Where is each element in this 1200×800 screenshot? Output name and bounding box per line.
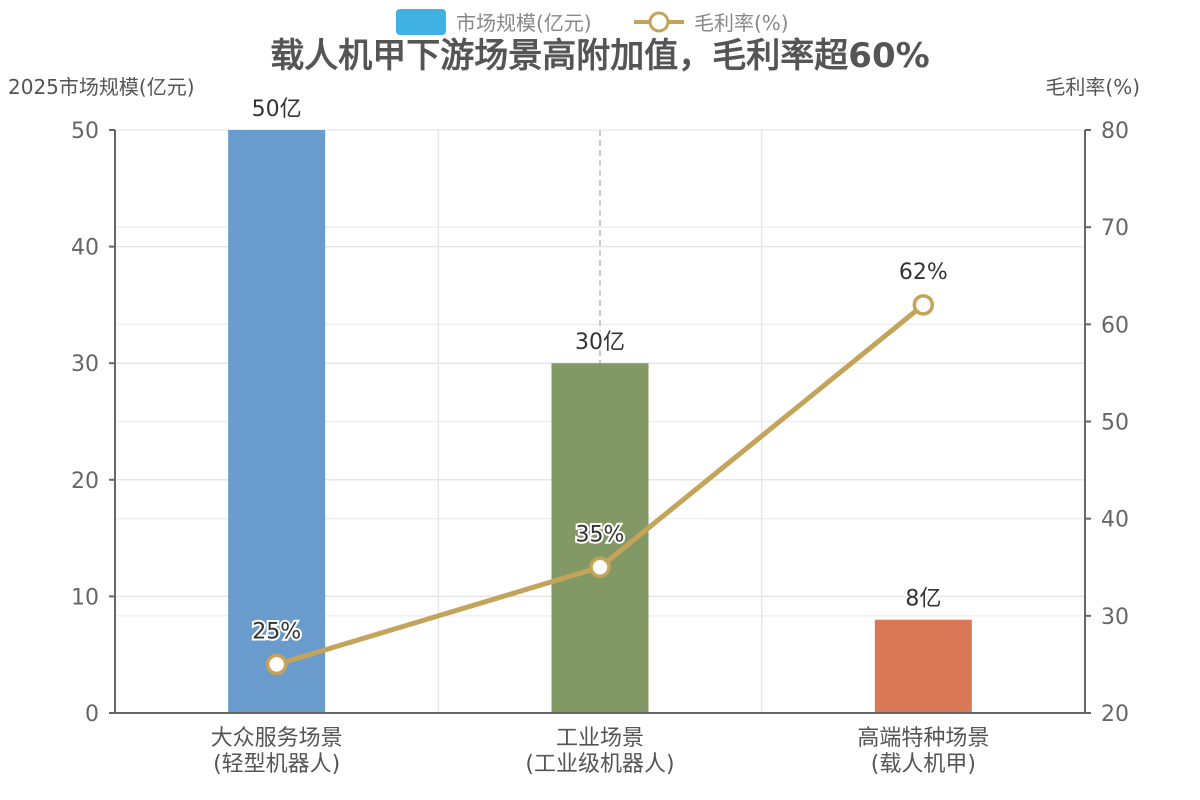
right-tick-label: 20 xyxy=(1101,702,1129,727)
data-labels: 50亿 30亿 8亿 25% 35% 62% xyxy=(250,95,950,646)
left-tick-label: 10 xyxy=(71,585,99,610)
legend-label-gross-margin: 毛利率(%) xyxy=(694,11,789,35)
right-tick-label: 40 xyxy=(1101,508,1129,533)
legend: 市场规模(亿元) 毛利率(%) xyxy=(396,9,789,35)
category-label: 高端特种场景(载人机甲) xyxy=(857,726,989,777)
bar-market-size[interactable] xyxy=(874,619,972,713)
right-tick-label: 30 xyxy=(1101,605,1129,630)
left-tick-label: 40 xyxy=(71,236,99,261)
line-value-label: 35% xyxy=(576,522,625,547)
bar-value-label: 8亿 xyxy=(905,587,941,612)
category-label: 工业场景(工业级机器人) xyxy=(525,726,674,777)
left-axis-title: 2025市场规模(亿元) xyxy=(8,75,195,99)
point-gross-margin[interactable] xyxy=(265,653,288,676)
legend-label-market-size: 市场规模(亿元) xyxy=(456,11,592,35)
right-axis-title: 毛利率(%) xyxy=(1045,75,1140,99)
right-tick-label: 50 xyxy=(1101,411,1129,436)
left-tick-label: 20 xyxy=(71,469,99,494)
legend-marker-gross-margin xyxy=(648,11,670,33)
bar-series xyxy=(228,130,972,713)
chart-title: 载人机甲下游场景高附加值，毛利率超60% xyxy=(270,36,929,76)
left-tick-label: 0 xyxy=(85,702,99,727)
point-gross-margin[interactable] xyxy=(912,294,935,316)
line-value-label: 25% xyxy=(252,619,301,644)
line-value-label: 62% xyxy=(899,260,948,285)
bar-value-label: 30亿 xyxy=(575,330,625,355)
axes: 0 10 20 30 40 50 20 30 40 50 60 70 80 大众服务场景(轻型机器人) 工业… xyxy=(71,119,1129,777)
right-tick-label: 70 xyxy=(1101,216,1129,241)
left-tick-label: 30 xyxy=(71,352,99,377)
line-series xyxy=(265,294,935,676)
right-tick-label: 60 xyxy=(1101,313,1129,338)
right-tick-label: 80 xyxy=(1101,119,1129,144)
legend-item-gross-margin[interactable]: 毛利率(%) xyxy=(634,11,789,35)
bar-market-size[interactable] xyxy=(228,130,326,713)
bar-value-label: 50亿 xyxy=(252,97,302,122)
legend-swatch-market-size xyxy=(396,9,446,35)
left-tick-label: 50 xyxy=(71,119,99,144)
point-gross-margin[interactable] xyxy=(589,556,611,578)
legend-item-market-size[interactable]: 市场规模(亿元) xyxy=(396,9,592,35)
category-label: 大众服务场景(轻型机器人) xyxy=(211,726,343,777)
